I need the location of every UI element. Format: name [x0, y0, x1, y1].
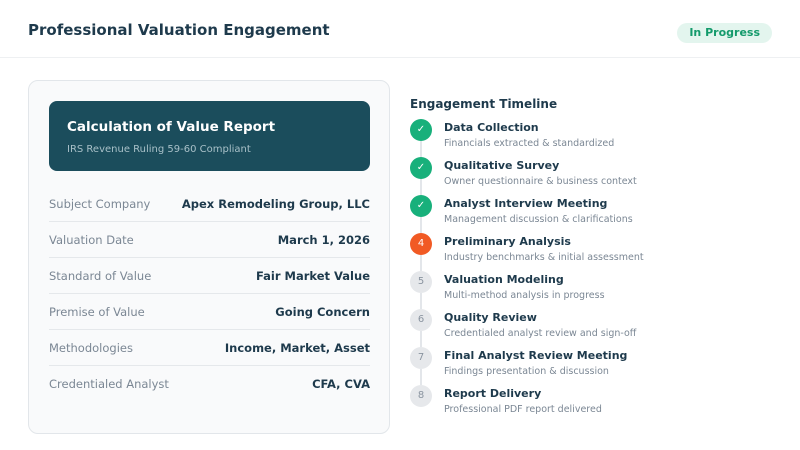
report-subtitle: IRS Revenue Ruling 59-60 Compliant	[67, 144, 251, 155]
step-description: Professional PDF report delivered	[444, 404, 602, 415]
step-description: Credentialed analyst review and sign-off	[444, 328, 637, 339]
timeline-step: ✓ Analyst Interview Meeting Management dis…	[410, 195, 644, 233]
report-banner: Calculation of Value Report IRS Revenue …	[49, 101, 370, 171]
timeline-connector	[420, 217, 422, 233]
detail-label: Premise of Value	[49, 304, 145, 319]
step-description: Owner questionnaire & business context	[444, 176, 637, 187]
step-number: 5	[410, 271, 432, 293]
status-badge: In Progress	[677, 23, 772, 43]
step-description: Multi-method analysis in progress	[444, 290, 605, 301]
timeline-step: ✓ Data Collection Financials extracted & s…	[410, 119, 644, 157]
step-description: Industry benchmarks & initial assessment	[444, 252, 644, 263]
timeline-connector	[420, 179, 422, 195]
step-description: Findings presentation & discussion	[444, 366, 609, 377]
detail-value: Apex Remodeling Group, LLC	[181, 196, 370, 211]
report-details: Subject Company Apex Remodeling Group, LL…	[49, 186, 370, 402]
header: Professional Valuation Engagement In Pro…	[0, 0, 800, 58]
check-icon: ✓	[410, 157, 432, 179]
timeline-connector	[420, 331, 422, 347]
timeline: ✓ Data Collection Financials extracted & s…	[410, 119, 644, 423]
detail-label: Credentialed Analyst	[49, 377, 169, 391]
step-title: Data Collection	[444, 121, 539, 134]
timeline-step: 8 Report Delivery Professional PDF report …	[410, 385, 644, 423]
detail-label: Methodologies	[49, 340, 133, 355]
step-number: 6	[410, 309, 432, 331]
timeline-connector	[420, 369, 422, 385]
step-title: Report Delivery	[444, 387, 542, 400]
timeline-connector	[420, 255, 422, 271]
detail-row: Methodologies Income, Market, Asset	[49, 330, 370, 366]
step-description: Management discussion & clarifications	[444, 214, 633, 225]
step-title: Final Analyst Review Meeting	[444, 349, 628, 362]
step-title: Analyst Interview Meeting	[444, 197, 608, 210]
step-title: Preliminary Analysis	[444, 235, 571, 248]
detail-value: CFA, CVA	[312, 377, 370, 391]
timeline-step: 6 Quality Review Credentialed analyst revi…	[410, 309, 644, 347]
check-icon: ✓	[410, 195, 432, 217]
detail-label: Standard of Value	[49, 268, 152, 283]
detail-row: Credentialed Analyst CFA, CVA	[49, 366, 370, 402]
step-number: 7	[410, 347, 432, 369]
page-title: Professional Valuation Engagement	[28, 21, 330, 39]
detail-row: Standard of Value Fair Market Value	[49, 258, 370, 294]
report-title: Calculation of Value Report	[67, 119, 276, 135]
detail-value: Income, Market, Asset	[224, 340, 370, 355]
check-icon: ✓	[410, 119, 432, 141]
step-title: Quality Review	[444, 311, 537, 324]
timeline-title: Engagement Timeline	[410, 97, 558, 111]
detail-value: Fair Market Value	[255, 268, 370, 283]
step-number: 8	[410, 385, 432, 407]
report-card: Calculation of Value Report IRS Revenue …	[28, 80, 390, 434]
timeline-step: 7 Final Analyst Review Meeting Findings pr…	[410, 347, 644, 385]
detail-value: Going Concern	[275, 304, 370, 319]
step-description: Financials extracted & standardized	[444, 138, 615, 149]
timeline-connector	[420, 141, 422, 157]
detail-row: Premise of Value Going Concern	[49, 294, 370, 330]
detail-row: Valuation Date March 1, 2026	[49, 222, 370, 258]
timeline-step: 4 Preliminary Analysis Industry benchmarks…	[410, 233, 644, 271]
timeline-step: 5 Valuation Modeling Multi-method analysis…	[410, 271, 644, 309]
timeline-step: ✓ Qualitative Survey Owner questionnaire &…	[410, 157, 644, 195]
detail-value: March 1, 2026	[277, 232, 370, 247]
step-number: 4	[410, 233, 432, 255]
detail-label: Valuation Date	[49, 232, 134, 247]
step-title: Qualitative Survey	[444, 159, 560, 172]
detail-label: Subject Company	[49, 196, 151, 211]
detail-row: Subject Company Apex Remodeling Group, LL…	[49, 186, 370, 222]
timeline-connector	[420, 293, 422, 309]
step-title: Valuation Modeling	[444, 273, 564, 286]
